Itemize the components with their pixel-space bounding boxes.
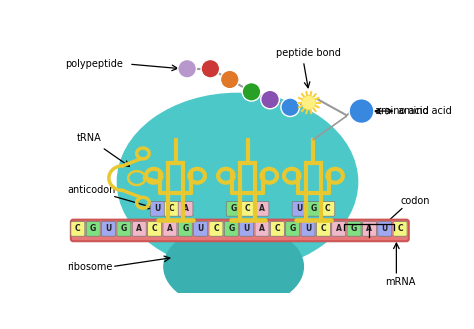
FancyBboxPatch shape — [292, 202, 307, 216]
Text: A: A — [336, 224, 342, 233]
Text: C: C — [397, 224, 403, 233]
FancyBboxPatch shape — [240, 222, 254, 236]
Text: A: A — [366, 224, 373, 233]
Text: U: U — [244, 224, 250, 233]
Text: G: G — [351, 224, 357, 233]
FancyBboxPatch shape — [226, 202, 241, 216]
Ellipse shape — [164, 224, 303, 309]
FancyBboxPatch shape — [150, 202, 165, 216]
FancyBboxPatch shape — [320, 202, 335, 216]
FancyBboxPatch shape — [71, 220, 409, 241]
Text: codon: codon — [400, 196, 430, 206]
FancyBboxPatch shape — [317, 222, 330, 236]
Text: polypeptide: polypeptide — [65, 59, 123, 69]
Text: C: C — [75, 224, 81, 233]
Text: U: U — [105, 224, 112, 233]
Text: A: A — [167, 224, 173, 233]
Text: U: U — [305, 224, 311, 233]
FancyBboxPatch shape — [347, 222, 361, 236]
Text: G: G — [290, 224, 296, 233]
Circle shape — [281, 98, 300, 116]
FancyBboxPatch shape — [306, 202, 321, 216]
FancyBboxPatch shape — [363, 222, 376, 236]
FancyBboxPatch shape — [270, 222, 284, 236]
Text: ribosome: ribosome — [67, 262, 112, 272]
FancyBboxPatch shape — [164, 202, 179, 216]
Text: C: C — [169, 204, 174, 214]
Text: G: G — [228, 224, 235, 233]
Text: C: C — [325, 204, 330, 214]
FancyBboxPatch shape — [332, 222, 346, 236]
Circle shape — [220, 70, 239, 89]
Text: U: U — [296, 204, 302, 214]
Text: U: U — [198, 224, 204, 233]
FancyBboxPatch shape — [209, 222, 223, 236]
FancyBboxPatch shape — [86, 222, 100, 236]
FancyBboxPatch shape — [178, 202, 193, 216]
Circle shape — [302, 96, 315, 109]
Text: U: U — [155, 204, 161, 214]
FancyBboxPatch shape — [71, 222, 85, 236]
FancyBboxPatch shape — [393, 222, 407, 236]
FancyBboxPatch shape — [194, 222, 208, 236]
Text: G: G — [182, 224, 188, 233]
Text: amino acid: amino acid — [398, 106, 452, 116]
Circle shape — [261, 90, 279, 109]
FancyBboxPatch shape — [147, 222, 162, 236]
FancyBboxPatch shape — [301, 222, 315, 236]
FancyBboxPatch shape — [178, 222, 192, 236]
Text: G: G — [121, 224, 127, 233]
Text: A: A — [259, 224, 265, 233]
Text: G: G — [230, 204, 237, 214]
Circle shape — [201, 60, 219, 78]
Text: C: C — [320, 224, 326, 233]
FancyBboxPatch shape — [163, 222, 177, 236]
Text: C: C — [274, 224, 280, 233]
FancyBboxPatch shape — [132, 222, 146, 236]
Circle shape — [242, 83, 261, 101]
Text: amino acid: amino acid — [375, 106, 429, 116]
FancyBboxPatch shape — [224, 222, 238, 236]
FancyBboxPatch shape — [378, 222, 392, 236]
Text: A: A — [137, 224, 142, 233]
FancyBboxPatch shape — [72, 223, 408, 235]
FancyBboxPatch shape — [101, 222, 116, 236]
Ellipse shape — [118, 93, 357, 270]
FancyBboxPatch shape — [286, 222, 300, 236]
Text: G: G — [310, 204, 317, 214]
Text: C: C — [213, 224, 219, 233]
Text: tRNA: tRNA — [76, 133, 101, 143]
FancyBboxPatch shape — [117, 222, 131, 236]
Text: anticodon: anticodon — [67, 185, 115, 195]
FancyBboxPatch shape — [240, 202, 255, 216]
Text: A: A — [182, 204, 189, 214]
Text: G: G — [90, 224, 96, 233]
Text: C: C — [152, 224, 157, 233]
Text: U: U — [382, 224, 388, 233]
Text: A: A — [259, 204, 264, 214]
Text: mRNA: mRNA — [385, 277, 415, 287]
Text: peptide bond: peptide bond — [276, 48, 341, 58]
Circle shape — [178, 60, 196, 78]
Circle shape — [349, 99, 374, 123]
Text: C: C — [245, 204, 250, 214]
FancyBboxPatch shape — [254, 202, 269, 216]
FancyBboxPatch shape — [255, 222, 269, 236]
